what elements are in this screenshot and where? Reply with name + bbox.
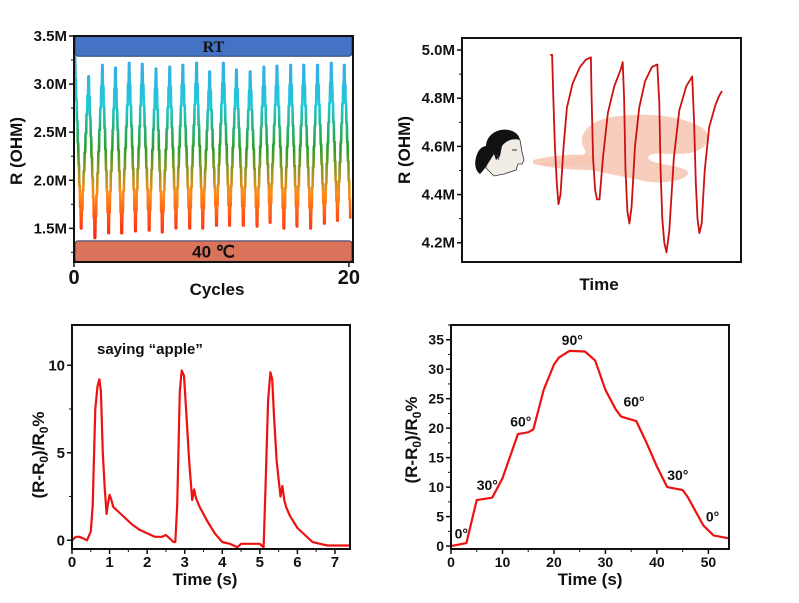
- y-tick-label: 2.0M: [34, 172, 67, 189]
- heat-band-label: 40 ℃: [192, 242, 235, 261]
- y-tick-label: 4.4M: [422, 187, 455, 204]
- plot-frame: [71, 324, 351, 550]
- resistance-series: [73, 55, 352, 240]
- x-tick-label: 3: [181, 554, 189, 571]
- y-axis-label: (R-R0)/R0%: [402, 396, 424, 483]
- response-series: [71, 369, 350, 549]
- x-tick-label: 4: [218, 554, 227, 571]
- x-tick-label: 0: [68, 267, 79, 289]
- resistance-series: [550, 54, 723, 254]
- y-axis-label: (R-R0)/R0%: [29, 411, 51, 498]
- plot-frame: [450, 324, 730, 550]
- y-tick-label: 1.5M: [34, 220, 67, 237]
- y-tick-label: 5: [436, 509, 444, 525]
- y-tick-label: 3.0M: [34, 76, 67, 93]
- y-tick-label: 5: [57, 445, 65, 462]
- y-axis-label: R (OHM): [7, 117, 26, 185]
- panel-bending-response: 0 5 10 15 20 25 30 35 0 10 20 30 40 50 0° 30° 60° 90° 60…: [402, 324, 730, 589]
- x-axis-label: Time: [579, 275, 618, 294]
- y-axis-label: R (OHM): [395, 116, 414, 184]
- panel-temperature-cycling: RT 40 ℃ 1.5M 2.0M 2.5M 3.0M 3.5M 0 20 Cycles R…: [7, 28, 360, 299]
- breath-stream: [533, 154, 600, 166]
- y-tick-label: 4.6M: [422, 138, 455, 155]
- x-tick-label: 0: [68, 554, 76, 571]
- plot-frame: [73, 35, 354, 263]
- x-tick-label: 50: [701, 554, 717, 570]
- response-series: [450, 349, 730, 548]
- y-tick-label: 4.2M: [422, 235, 455, 252]
- x-tick-label: 20: [338, 267, 360, 289]
- x-tick-label: 0: [447, 554, 455, 570]
- panel-speech-response: 0 5 10 0 1 2 3 4 5 6 7 saying “apple” Time (s) (R…: [29, 324, 351, 589]
- x-axis-label: Time (s): [173, 570, 238, 589]
- angle-annotation: 90°: [562, 332, 583, 348]
- y-tick-label: 0: [57, 532, 65, 549]
- y-tick-label: 2.5M: [34, 124, 67, 141]
- x-tick-label: 1: [105, 554, 113, 571]
- rt-band-label: RT: [203, 39, 225, 56]
- y-tick-label: 30: [428, 361, 444, 377]
- x-axis-label: Time (s): [558, 570, 623, 589]
- y-tick-label: 15: [428, 450, 444, 466]
- y-tick-label: 0: [436, 538, 444, 554]
- svg-text:(R-R0)/R0%: (R-R0)/R0%: [29, 411, 51, 498]
- x-tick-label: 6: [293, 554, 301, 571]
- y-tick-label: 10: [48, 357, 65, 374]
- y-tick-label: 25: [428, 391, 444, 407]
- angle-annotation: 30°: [477, 477, 498, 493]
- angle-annotation: 0°: [455, 525, 468, 541]
- y-tick-label: 5.0M: [422, 42, 455, 59]
- x-tick-label: 10: [495, 554, 511, 570]
- person-breathing-icon: [475, 129, 525, 177]
- panel-breathing-response: 4.2M 4.4M 4.6M 4.8M 5.0M Time R (OHM): [395, 37, 742, 294]
- x-tick-label: 40: [649, 554, 665, 570]
- x-tick-label: 2: [143, 554, 151, 571]
- x-axis-label: Cycles: [190, 280, 245, 299]
- y-tick-label: 35: [428, 332, 444, 348]
- x-tick-label: 7: [331, 554, 339, 571]
- x-tick-label: 5: [256, 554, 264, 571]
- svg-text:(R-R0)/R0%: (R-R0)/R0%: [402, 396, 424, 483]
- angle-annotation: 30°: [667, 467, 688, 483]
- y-tick-label: 10: [428, 479, 444, 495]
- angle-annotation: 60°: [510, 413, 531, 429]
- x-tick-label: 30: [598, 554, 614, 570]
- plot-frame: [461, 37, 742, 263]
- y-tick-label: 4.8M: [422, 90, 455, 107]
- x-tick-label: 20: [546, 554, 562, 570]
- angle-annotation: 0°: [706, 508, 719, 524]
- y-tick-label: 20: [428, 420, 444, 436]
- speech-annotation: saying “apple”: [97, 341, 203, 358]
- y-tick-label: 3.5M: [34, 28, 67, 45]
- breath-cloud-icon: [535, 114, 708, 183]
- angle-annotation: 60°: [623, 393, 644, 409]
